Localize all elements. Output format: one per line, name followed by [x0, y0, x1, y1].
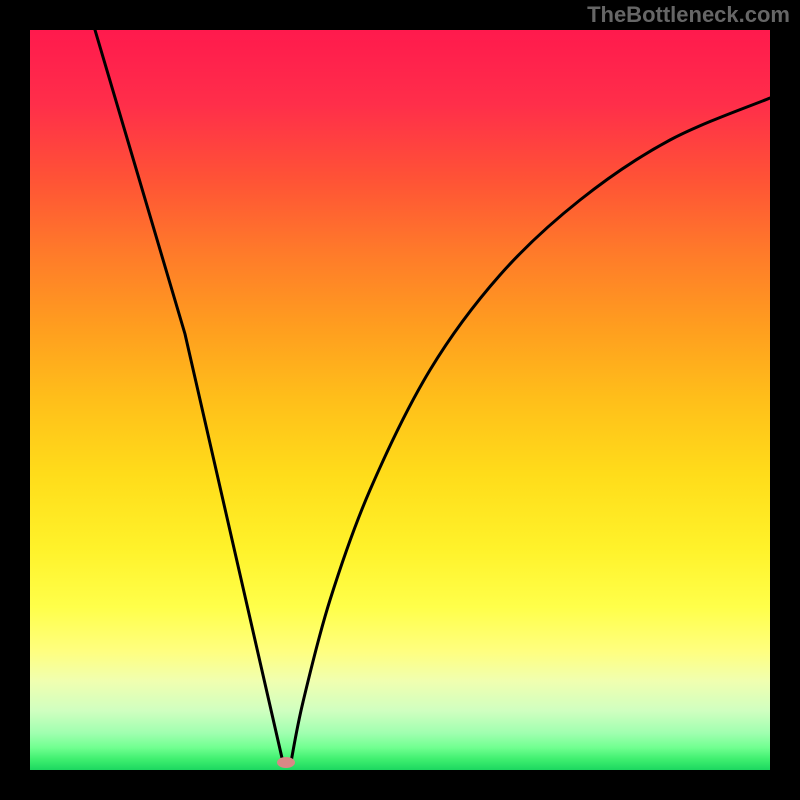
bottleneck-curve	[30, 30, 770, 770]
watermark-text: TheBottleneck.com	[587, 2, 790, 28]
optimal-point-marker	[277, 757, 295, 768]
curve-right-branch	[291, 98, 770, 762]
curve-left-branch	[95, 30, 282, 758]
chart-container: TheBottleneck.com	[0, 0, 800, 800]
plot-area	[30, 30, 770, 770]
